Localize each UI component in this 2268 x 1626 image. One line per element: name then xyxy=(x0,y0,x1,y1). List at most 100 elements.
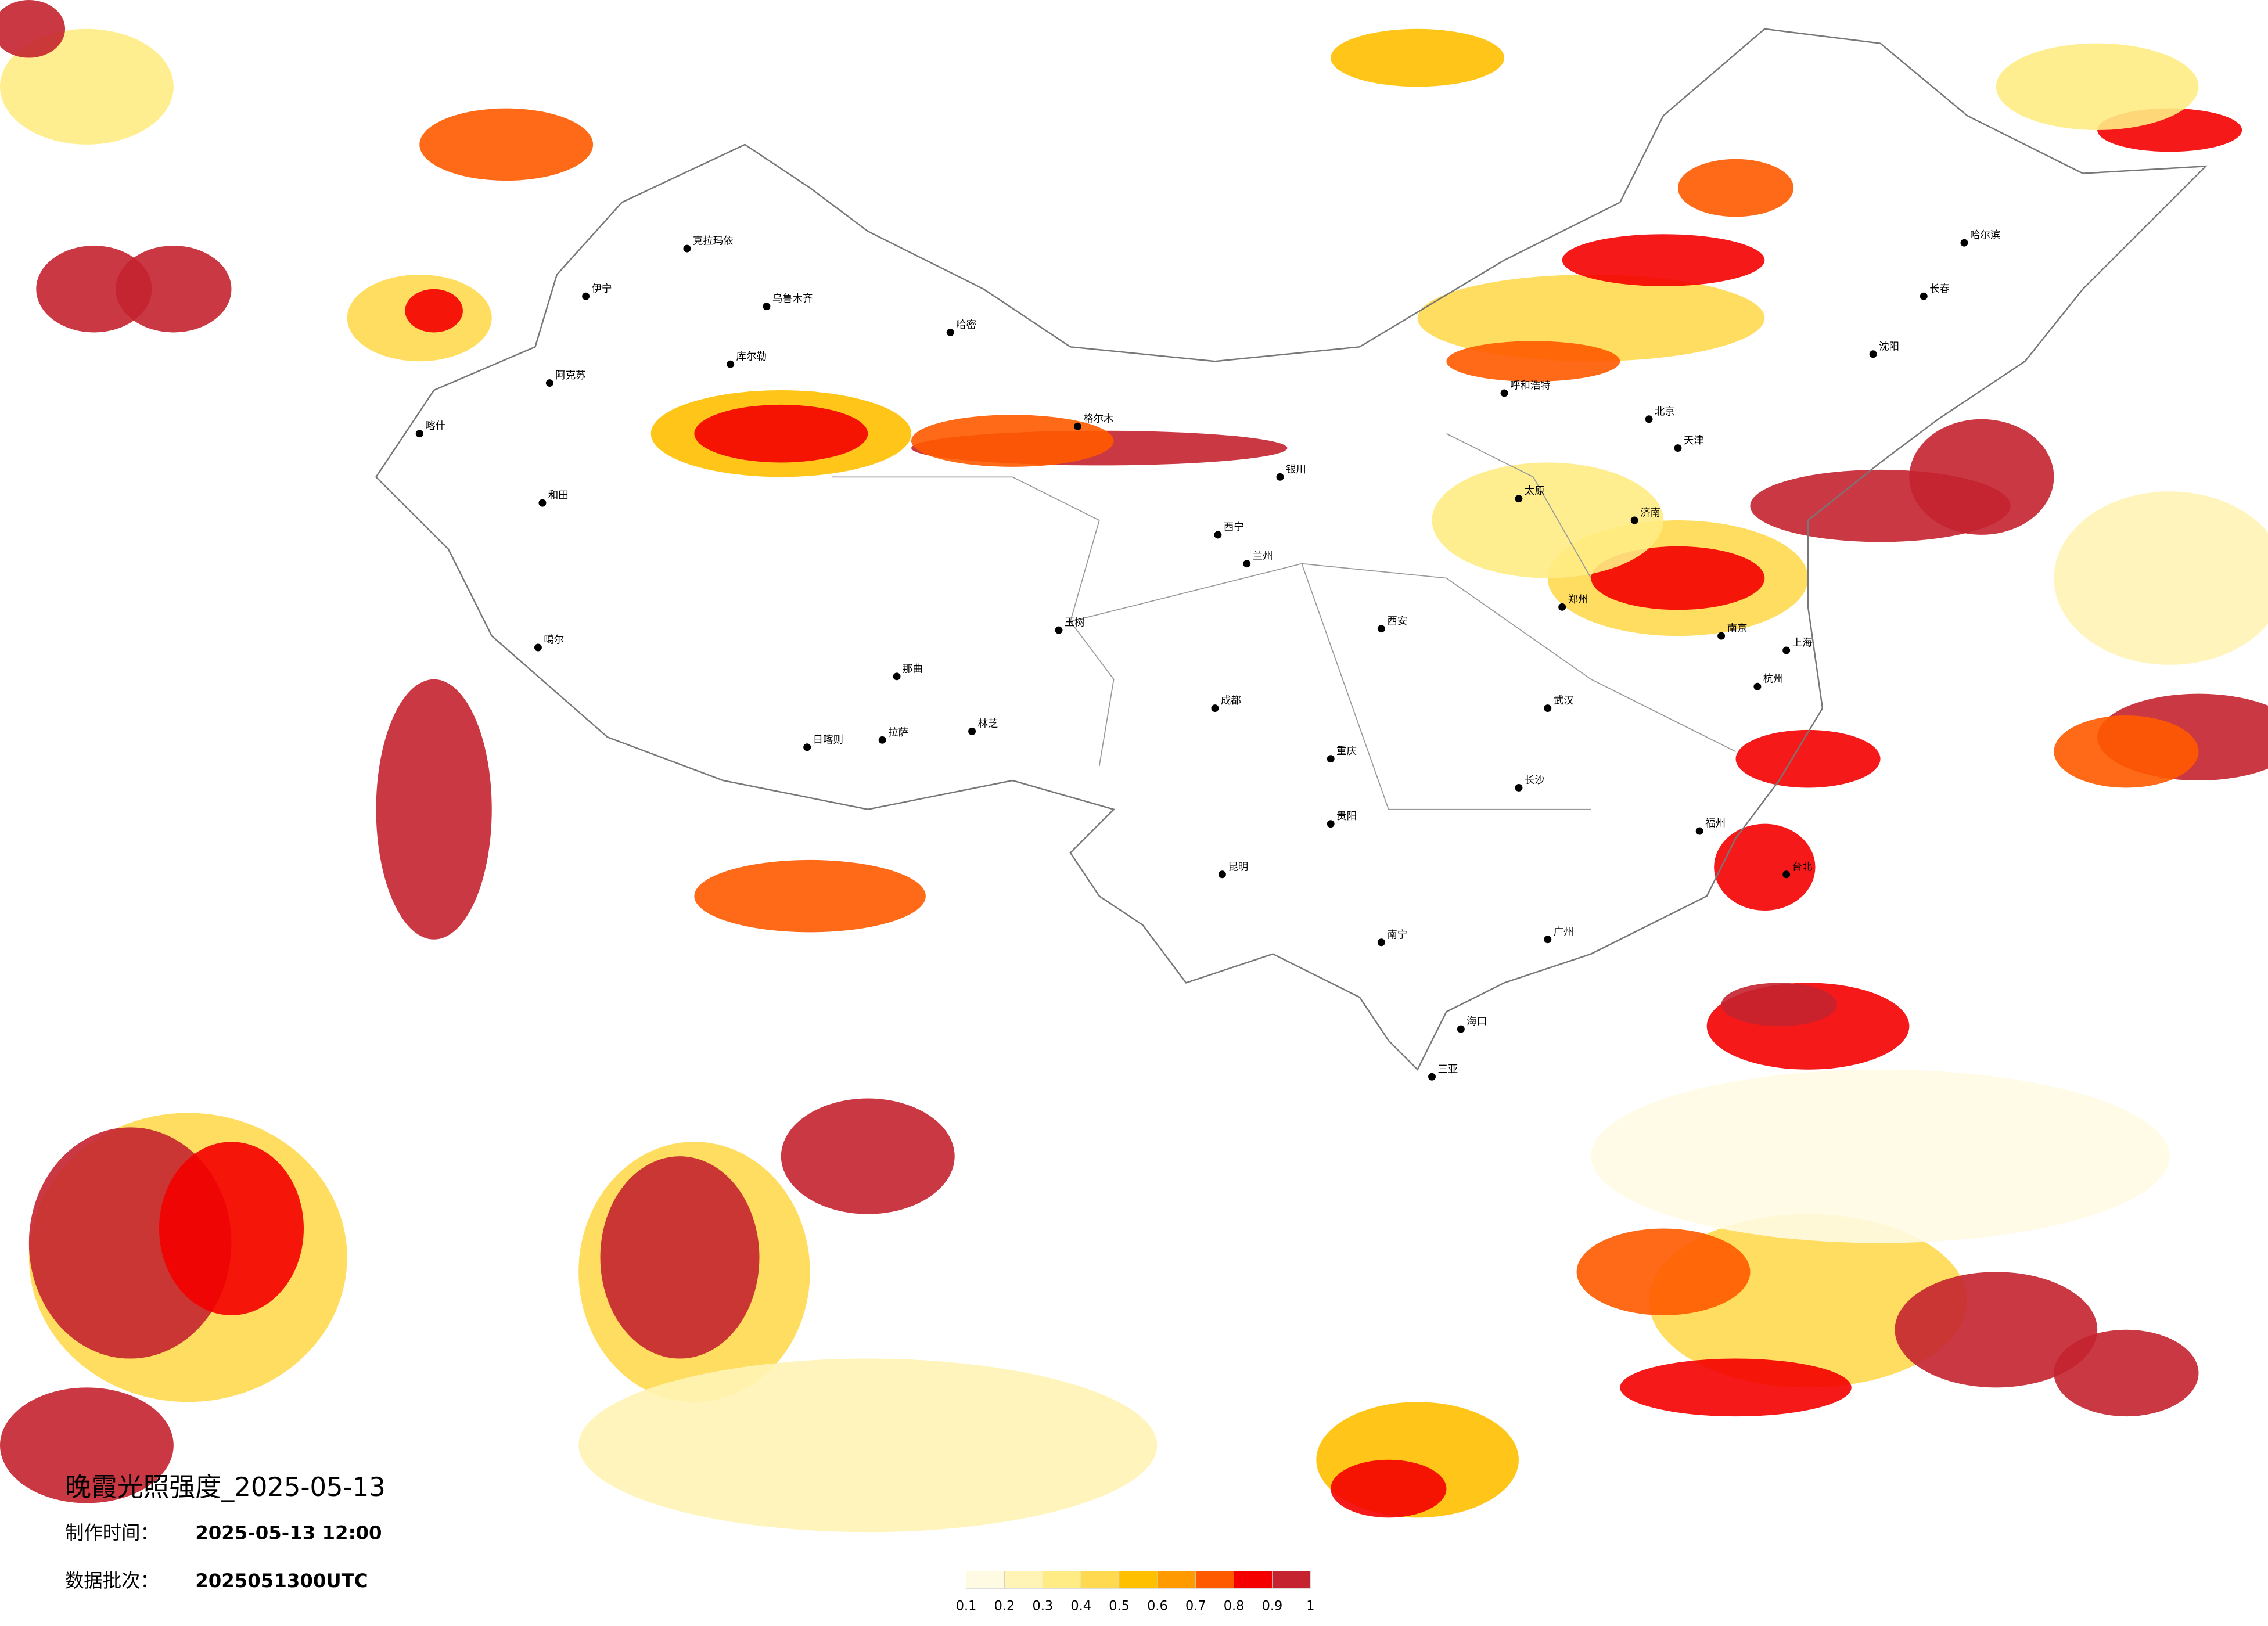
city-label: 郑州 xyxy=(1568,594,1588,606)
heat-area xyxy=(2054,491,2268,665)
city-label: 那曲 xyxy=(903,663,923,675)
city-dot xyxy=(1782,646,1791,654)
city-dot xyxy=(1515,495,1523,503)
city-label: 福州 xyxy=(1705,818,1726,830)
heat-area xyxy=(1591,1069,2170,1243)
colorbar-bin xyxy=(1042,1571,1081,1589)
city-dot xyxy=(1218,870,1226,879)
city-label: 成都 xyxy=(1221,695,1241,707)
city-dot xyxy=(683,244,691,253)
heat-area xyxy=(1331,28,1505,87)
city-dot xyxy=(1214,531,1222,539)
city-label: 上海 xyxy=(1792,638,1813,649)
city-label: 日喀则 xyxy=(813,734,843,746)
city-dot xyxy=(1544,936,1552,944)
city-dot xyxy=(1327,820,1335,828)
city-label: 林芝 xyxy=(978,718,998,730)
heat-area xyxy=(578,1358,1158,1533)
city-label: 噶尔 xyxy=(544,635,564,646)
city-dot xyxy=(1695,827,1703,835)
city-label: 杭州 xyxy=(1763,674,1784,685)
heat-area xyxy=(694,859,926,933)
city-dot xyxy=(1960,239,1968,247)
heat-area xyxy=(911,415,1114,467)
heat-area xyxy=(0,1387,174,1503)
title: 晚霞光照强度_2025-05-13 xyxy=(65,1472,386,1502)
city-dot xyxy=(415,430,423,438)
heat-area xyxy=(2054,1329,2199,1417)
city-dot xyxy=(803,743,811,751)
colorbar-tick-label: 0.2 xyxy=(994,1599,1015,1614)
city-label: 太原 xyxy=(1525,485,1545,497)
city-dot xyxy=(1211,704,1219,713)
city-dot xyxy=(893,672,901,681)
heat-area xyxy=(694,404,868,463)
heat-area xyxy=(0,0,66,58)
heat-layer xyxy=(0,0,2268,1533)
city-dot xyxy=(1500,389,1508,397)
heat-area xyxy=(1620,1358,1852,1417)
city-dot xyxy=(1377,625,1385,633)
city-dot xyxy=(1869,350,1877,358)
heat-area xyxy=(1576,1228,1751,1315)
heat-area xyxy=(36,246,152,333)
colorbar-tick-label: 0.3 xyxy=(1033,1599,1054,1614)
heat-area xyxy=(116,246,232,333)
heat-area xyxy=(600,1156,760,1359)
colorbar-bin xyxy=(966,1571,1005,1589)
city-label: 呼和浩特 xyxy=(1510,380,1551,392)
heat-area xyxy=(1909,419,2054,535)
city-dot xyxy=(582,292,590,300)
city-label: 重庆 xyxy=(1336,746,1357,757)
colorbar-tick-label: 0.9 xyxy=(1262,1599,1283,1614)
city-label: 喀什 xyxy=(425,420,445,432)
batch: 2025051300UTC xyxy=(195,1570,368,1592)
city-dot xyxy=(727,360,735,368)
heat-area xyxy=(1735,729,1881,788)
colorbar-tick-label: 0.1 xyxy=(956,1599,977,1614)
city-dot xyxy=(538,499,547,507)
city-dot xyxy=(946,328,954,336)
heat-area xyxy=(0,28,174,145)
heat-area xyxy=(405,289,463,333)
city-label: 贵阳 xyxy=(1336,811,1357,822)
city-label: 阿克苏 xyxy=(555,370,585,382)
city-dot xyxy=(1515,783,1523,792)
city-dot xyxy=(878,736,886,744)
colorbar-tick-label: 0.5 xyxy=(1109,1599,1130,1614)
colorbar-bin xyxy=(1157,1571,1196,1589)
city-label: 哈尔滨 xyxy=(1970,230,2000,242)
made-label: 制作时间： xyxy=(65,1522,159,1544)
city-label: 哈密 xyxy=(956,319,976,331)
heat-area xyxy=(1677,159,1794,217)
city-label: 拉萨 xyxy=(888,727,908,739)
heat-area xyxy=(1714,823,1816,911)
heat-area xyxy=(2054,715,2199,788)
city-label: 广州 xyxy=(1554,926,1574,938)
city-label: 和田 xyxy=(548,490,569,502)
city-label: 台北 xyxy=(1792,861,1813,873)
colorbar-tick-label: 0.6 xyxy=(1147,1599,1168,1614)
city-label: 海口 xyxy=(1467,1016,1487,1028)
heat-area xyxy=(1446,341,1620,382)
city-dot xyxy=(1717,632,1726,640)
city-dot xyxy=(1327,755,1335,763)
colorbar: 0.1 0.2 0.3 0.4 0.5 0.6 0.7 0.8 0.9 1 xyxy=(956,1571,1314,1614)
city-dot xyxy=(1630,516,1638,524)
city-dot xyxy=(1558,603,1566,611)
heat-area xyxy=(1331,1459,1447,1518)
city-label: 南京 xyxy=(1727,623,1748,635)
city-label: 银川 xyxy=(1286,464,1306,476)
city-label: 武汉 xyxy=(1554,695,1574,707)
city-dot xyxy=(1645,415,1653,423)
city-dot xyxy=(1782,870,1791,879)
city-dot xyxy=(1920,292,1928,300)
made-time: 2025-05-13 12:00 xyxy=(195,1522,382,1544)
city-label: 乌鲁木齐 xyxy=(772,293,813,305)
city-label: 西安 xyxy=(1387,616,1407,627)
colorbar-tick-label: 0.4 xyxy=(1070,1599,1091,1614)
city-dot xyxy=(763,303,771,311)
city-label: 长春 xyxy=(1929,283,1950,295)
